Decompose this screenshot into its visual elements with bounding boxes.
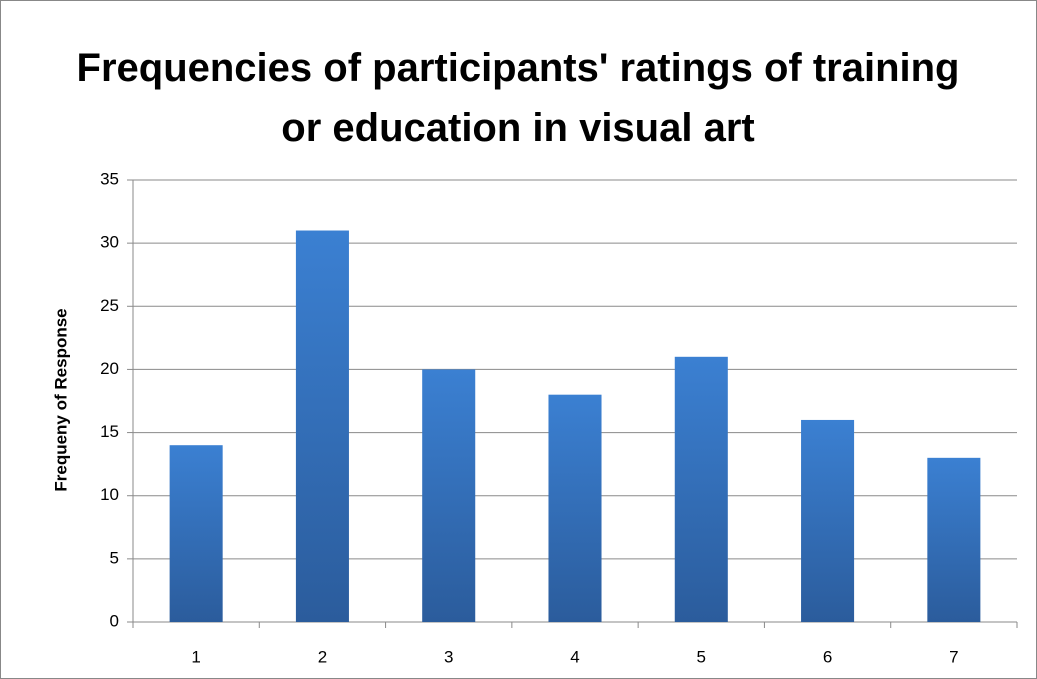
x-tick-label: 3 <box>444 647 453 666</box>
y-tick-label: 0 <box>110 611 119 630</box>
y-tick-label: 5 <box>110 548 119 567</box>
y-tick-label: 30 <box>100 233 119 252</box>
x-tick-label: 1 <box>191 647 200 666</box>
bar <box>422 369 476 622</box>
bar <box>548 394 602 622</box>
bar <box>801 419 855 622</box>
x-tick-label: 6 <box>823 647 832 666</box>
x-tick-label: 2 <box>318 647 327 666</box>
y-axis-label: Frequeny of Response <box>51 308 70 491</box>
y-tick-label: 25 <box>100 296 119 315</box>
bar <box>927 457 981 622</box>
y-tick-label: 35 <box>100 169 119 188</box>
x-tick-label: 4 <box>570 647 579 666</box>
bar <box>169 445 223 622</box>
x-tick-label: 5 <box>697 647 706 666</box>
y-tick-label: 15 <box>100 422 119 441</box>
y-tick-label: 20 <box>100 359 119 378</box>
y-tick-label: 10 <box>100 485 119 504</box>
bar <box>295 230 349 622</box>
chart-title: Frequencies of participants' ratings of … <box>76 46 960 150</box>
x-tick-label: 7 <box>949 647 958 666</box>
bar <box>674 356 728 622</box>
